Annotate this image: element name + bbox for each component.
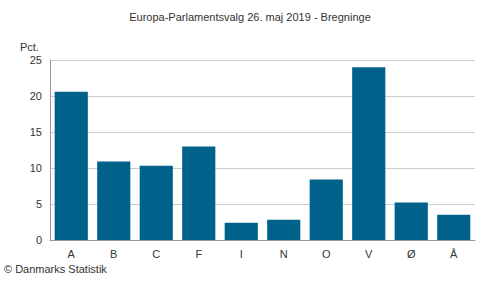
- svg-text:© Danmarks Statistik: © Danmarks Statistik: [4, 263, 107, 275]
- svg-text:B: B: [110, 248, 117, 260]
- svg-text:N: N: [280, 248, 288, 260]
- svg-text:V: V: [365, 248, 373, 260]
- svg-text:25: 25: [30, 54, 42, 66]
- svg-text:Å: Å: [450, 248, 458, 260]
- svg-text:A: A: [68, 248, 76, 260]
- svg-text:I: I: [240, 248, 243, 260]
- svg-text:0: 0: [36, 234, 42, 246]
- svg-text:Europa-Parlamentsvalg 26. maj: Europa-Parlamentsvalg 26. maj 2019 - Bre…: [129, 11, 371, 23]
- svg-text:O: O: [322, 248, 331, 260]
- svg-text:20: 20: [30, 90, 42, 102]
- svg-text:10: 10: [30, 162, 42, 174]
- svg-text:C: C: [152, 248, 160, 260]
- svg-text:15: 15: [30, 126, 42, 138]
- svg-text:F: F: [195, 248, 202, 260]
- svg-text:5: 5: [36, 198, 42, 210]
- svg-text:Ø: Ø: [407, 248, 416, 260]
- svg-text:Pct.: Pct.: [20, 41, 39, 53]
